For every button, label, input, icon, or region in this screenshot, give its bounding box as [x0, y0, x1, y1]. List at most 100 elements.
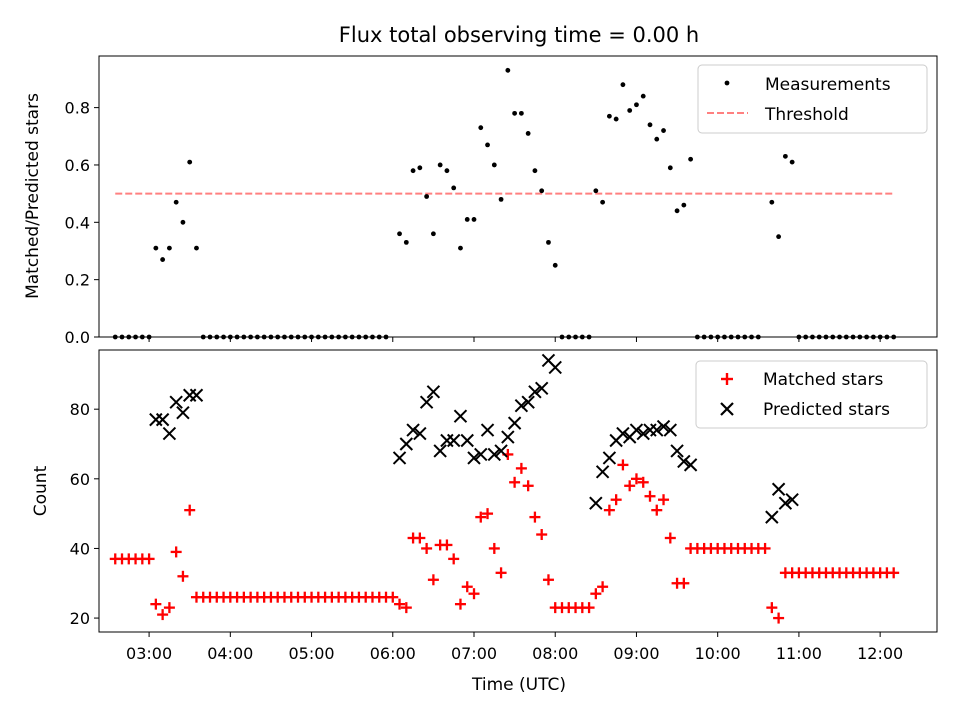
predicted-stars-point [189, 388, 204, 402]
ratio-legend-box [697, 64, 928, 134]
x-tick-label: 07:00 [451, 644, 497, 663]
matched-stars-point [414, 532, 426, 544]
measurements-point [160, 257, 166, 262]
predicted-stars-point [467, 451, 481, 465]
matched-stars-point [522, 480, 534, 492]
matched-stars-point [475, 511, 487, 523]
count-marks [109, 353, 900, 624]
predicted-stars-point [534, 381, 549, 396]
matched-stars-point [630, 473, 642, 485]
measurements-point [627, 108, 633, 113]
measurements-point [782, 153, 788, 159]
ratio-panel-frame [98, 55, 938, 338]
count-y-axis-label: Count [31, 465, 51, 516]
predicted-stars-point [629, 423, 644, 437]
measurements-point [458, 245, 463, 251]
count-legend-matched-marker [721, 373, 733, 385]
predicted-stars-point [453, 409, 468, 423]
x-tick-label: 04:00 [207, 644, 253, 663]
predicted-stars-point [426, 385, 441, 399]
x-tick-label: 10:00 [695, 644, 741, 663]
predicted-stars-point [501, 430, 515, 444]
measurements-point [410, 168, 416, 174]
matched-stars-point [603, 504, 615, 516]
count-x-axis: 03:00 04:00 05:00 06:00 07:00 08:00 09:00 10:00… [126, 632, 903, 663]
ratio-y-tick-label: 0.0 [65, 328, 90, 347]
matched-stars-point [157, 609, 169, 621]
matched-stars-point [759, 542, 771, 554]
matched-stars-point [651, 504, 663, 516]
measurements-point [485, 142, 490, 148]
predicted-stars-point [155, 412, 170, 427]
measurements-point [654, 136, 660, 142]
ratio-y-tick-label: 0.6 [65, 156, 90, 175]
matched-stars-point [495, 567, 507, 579]
count-y-tick-label: 80 [70, 400, 90, 419]
predicted-stars-point [663, 423, 678, 437]
matched-stars-point [170, 546, 182, 558]
predicted-stars-point [683, 458, 698, 472]
count-legend-predicted-label: Predicted stars [763, 400, 890, 420]
measurements-point [417, 165, 423, 171]
matched-stars-point [482, 508, 494, 520]
measurements-point [546, 239, 551, 245]
predicted-stars-point [474, 447, 488, 462]
measurements-point [620, 82, 626, 88]
predicted-stars-point [771, 482, 786, 496]
predicted-stars-point [636, 426, 650, 441]
count-y-tick-label: 40 [70, 539, 90, 558]
matched-stars-point [461, 581, 473, 593]
matched-stars-point [542, 574, 554, 586]
measurements-point [525, 131, 531, 136]
matched-stars-point [150, 598, 162, 610]
predicted-stars-point [406, 423, 420, 437]
predicted-stars-point [589, 496, 603, 510]
matched-stars-point [468, 588, 480, 600]
predicted-stars-point [548, 360, 562, 375]
matched-stars-point [529, 511, 541, 523]
predicted-stars-point [507, 416, 522, 430]
ratio-y-tick-label: 0.8 [65, 99, 90, 118]
measurements-point [613, 116, 619, 122]
measurements-point [498, 196, 504, 202]
matched-stars-point [421, 542, 433, 554]
predicted-stars-point [169, 395, 183, 409]
ratio-x-axis [148, 337, 881, 342]
measurements-point [776, 234, 782, 240]
measurements-point [437, 162, 443, 168]
predicted-stars-point [480, 423, 495, 437]
x-tick-label: 08:00 [532, 644, 578, 663]
measurements-point [688, 156, 694, 162]
count-panel-frame [98, 349, 938, 633]
predicted-stars-point [528, 385, 542, 399]
measurements-point [674, 208, 680, 214]
predicted-stars-point [460, 433, 474, 448]
measurements-point [532, 168, 538, 174]
ratio-panel: 0.00.20.40.60.8 Matched/Predicted stars … [23, 55, 938, 347]
ratio-legend: Measurements Threshold [697, 64, 928, 134]
matched-stars-point [644, 490, 656, 502]
measurements-point [593, 188, 599, 194]
count-y-axis: 20 40 60 80 [70, 400, 99, 628]
matched-stars-point [387, 591, 399, 603]
measurements-point [444, 168, 450, 174]
ratio-y-tick-label: 0.2 [65, 271, 90, 290]
measurements-point [478, 125, 484, 131]
measurements-point [187, 159, 193, 165]
count-legend-box [695, 360, 928, 429]
measurements-point [539, 188, 545, 194]
measurements-point [173, 199, 179, 205]
matched-stars-point [448, 553, 460, 565]
measurements-point [769, 199, 775, 205]
predicted-stars-point [514, 398, 529, 413]
matched-stars-point [454, 598, 466, 610]
matched-stars-point [766, 602, 778, 614]
x-tick-label: 09:00 [613, 644, 659, 663]
predicted-stars-point [616, 426, 630, 441]
measurements-point [647, 122, 653, 128]
ratio-legend-measurements-marker [724, 80, 730, 86]
predicted-stars-point [677, 454, 691, 469]
predicted-stars-point [521, 395, 535, 409]
ratio-legend-threshold-label: Threshold [764, 105, 849, 125]
predicted-stars-point [602, 451, 617, 465]
